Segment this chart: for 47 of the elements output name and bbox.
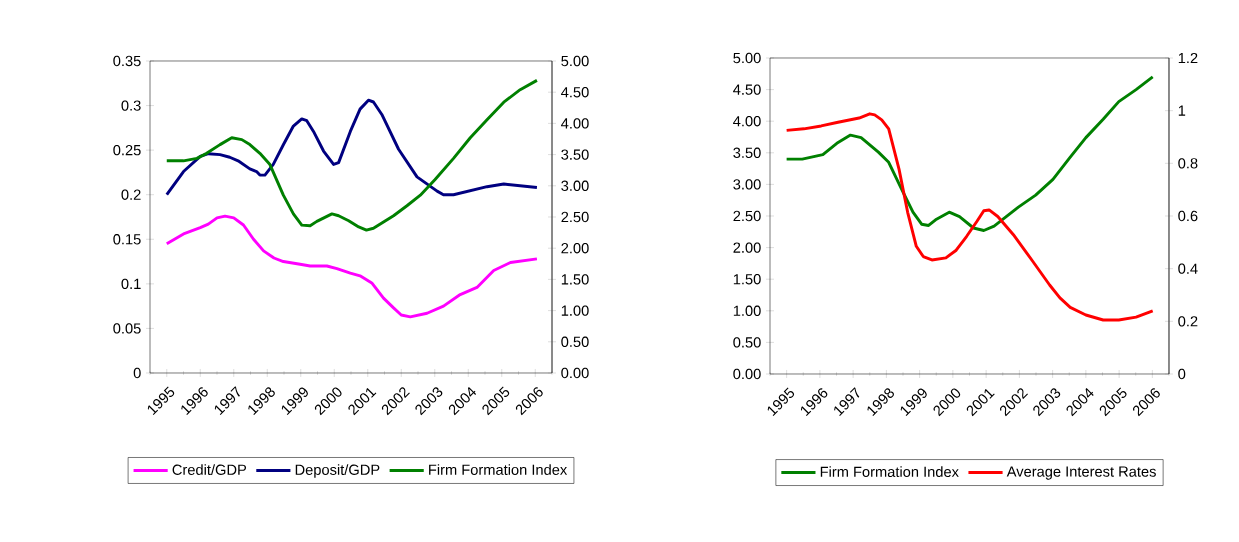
y2-tick-label: 1.50 (561, 274, 589, 285)
line-series (165, 214, 539, 319)
y2-tick-label: 2.50 (561, 211, 589, 223)
y2-tick-label: 0.50 (561, 336, 589, 347)
y2-tick-label: 3.00 (561, 180, 589, 191)
y2-tick-label: 2.00 (561, 243, 589, 254)
y-tick-label: 0.1 (121, 278, 141, 290)
y-tick-label: 1.00 (733, 305, 761, 316)
legend-label: Firm Formation Index (429, 464, 568, 475)
y-tick-label: 0.25 (113, 144, 141, 156)
y-tick-label: 3.00 (733, 179, 761, 190)
legend-label: Deposit/GDP (295, 464, 380, 478)
line-series (165, 78, 539, 232)
legend-label: Firm Formation Index (820, 466, 959, 478)
line-series (165, 98, 539, 197)
y-tick-label: 0.50 (733, 337, 761, 348)
y2-tick-label: 0.00 (561, 367, 589, 379)
line-series (785, 112, 1155, 322)
y2-tick-label: 1.2 (1178, 52, 1198, 64)
y2-tick-label: 0.4 (1178, 263, 1198, 274)
line-series (785, 75, 1155, 232)
legend-label: Credit/GDP (172, 464, 247, 475)
y-tick-label: 0 (133, 367, 141, 379)
y-tick-label: 3.50 (733, 147, 761, 158)
y2-tick-label: 3.50 (561, 149, 589, 160)
y2-tick-label: 0 (1178, 368, 1186, 380)
y-tick-label: 0.05 (113, 323, 141, 334)
y2-tick-label: 0.8 (1178, 158, 1198, 169)
y-tick-label: 1.50 (733, 274, 761, 285)
y-tick-label: 0.2 (121, 189, 141, 200)
y-tick-label: 0.35 (113, 55, 141, 67)
y-tick-label: 5.00 (733, 52, 761, 64)
y-tick-label: 0.3 (121, 100, 141, 111)
y-tick-label: 0.15 (113, 234, 141, 245)
y-tick-label: 0.00 (733, 368, 761, 380)
y2-tick-label: 1.00 (561, 305, 589, 316)
y-tick-label: 4.50 (733, 84, 761, 95)
y-tick-label: 4.00 (733, 116, 761, 127)
y2-tick-label: 4.00 (561, 118, 589, 129)
y2-tick-label: 1 (1178, 105, 1186, 116)
legend-label: Average Interest Rates (1006, 466, 1156, 480)
y2-tick-label: 5.00 (561, 55, 589, 67)
y2-tick-label: 0.2 (1178, 316, 1198, 327)
y-tick-label: 2.50 (733, 210, 761, 222)
y-tick-label: 2.00 (733, 242, 761, 253)
y2-tick-label: 4.50 (561, 87, 589, 98)
y2-tick-label: 0.6 (1178, 210, 1198, 222)
